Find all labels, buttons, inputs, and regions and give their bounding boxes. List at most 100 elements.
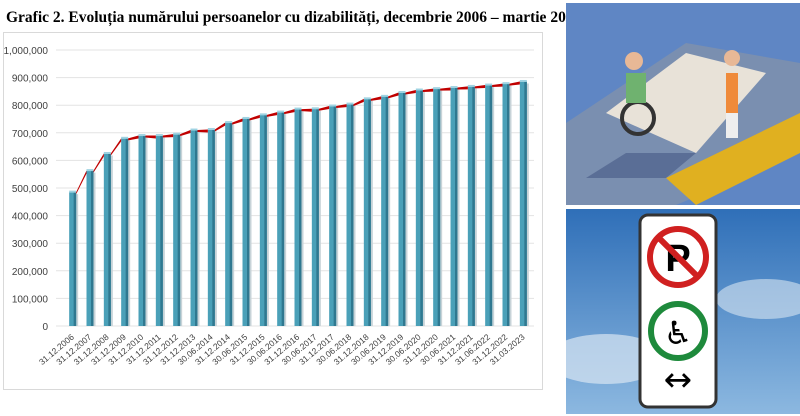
parking-sign-photo: P ♿ ↔ — [566, 209, 800, 414]
trend-segment — [353, 98, 364, 107]
bar-side — [385, 96, 389, 326]
bar-side — [299, 109, 302, 327]
trend-segment — [214, 122, 226, 132]
bar-side — [333, 106, 337, 326]
bar — [502, 83, 510, 326]
bar-top — [103, 152, 111, 154]
bar-side — [143, 135, 146, 326]
bar — [277, 112, 285, 326]
trend-segment — [284, 109, 295, 115]
bar — [190, 130, 198, 326]
bar-top — [502, 82, 510, 85]
bar — [225, 122, 233, 326]
trend-segment — [93, 153, 104, 173]
trend-segment — [162, 134, 174, 138]
trend-segment — [509, 81, 520, 86]
bar-side — [368, 98, 371, 327]
bar-top — [467, 84, 475, 87]
bar-top — [259, 113, 267, 116]
bar — [294, 109, 302, 327]
bar-side — [125, 138, 129, 326]
bar — [381, 96, 389, 326]
bar-top — [381, 94, 389, 97]
trend-segment — [388, 92, 399, 99]
y-tick-label: 0 — [42, 322, 48, 333]
bar — [415, 90, 423, 326]
bar-top — [190, 128, 198, 131]
trend-segment — [76, 170, 87, 195]
bar-top — [415, 88, 423, 91]
bar-side — [108, 153, 111, 326]
bar — [259, 114, 267, 326]
bar-top — [207, 127, 215, 130]
bar-side — [472, 86, 475, 326]
bar-top — [398, 91, 406, 94]
trend-segment — [474, 85, 486, 89]
trend-segment — [440, 87, 451, 91]
bar-side — [316, 108, 319, 327]
chart-area: 0 100,000 200,000 300,000 400,000 500,000 600,… — [3, 32, 543, 390]
bar — [398, 92, 406, 326]
trend-segment — [405, 90, 416, 95]
bar-side — [264, 114, 267, 326]
bar — [173, 134, 181, 326]
bar-top — [138, 134, 146, 137]
bar-top — [173, 132, 181, 135]
bar-side — [177, 134, 181, 326]
bar-top — [69, 190, 77, 193]
bar — [311, 108, 319, 327]
bar-top — [86, 169, 94, 172]
trend-segment — [145, 135, 156, 139]
bar-top — [519, 79, 527, 82]
bar — [485, 85, 493, 326]
bar — [103, 153, 111, 326]
bar-side — [229, 122, 233, 326]
bar — [86, 170, 94, 326]
bar-top — [294, 107, 302, 110]
bar — [69, 192, 77, 326]
y-tick-label: 1,000,000 — [4, 46, 48, 57]
bar-top — [433, 87, 441, 90]
y-tick-label: 500,000 — [12, 184, 49, 195]
accessibility-ramp-illustration — [566, 3, 800, 205]
bar-top — [329, 104, 337, 107]
bar-side — [489, 85, 493, 326]
trend-segment — [336, 104, 347, 109]
bar-top — [485, 83, 493, 86]
bar — [138, 135, 146, 326]
bar-side — [212, 129, 215, 326]
svg-text:♿: ♿ — [664, 314, 693, 352]
bar — [155, 135, 163, 326]
bar-chart: 0 100,000 200,000 300,000 400,000 500,000 600,… — [4, 46, 534, 367]
bar-top — [450, 86, 458, 89]
bar-side — [91, 170, 94, 326]
bar-side — [247, 118, 250, 326]
trend-segment — [180, 130, 191, 137]
trend-segment — [249, 114, 260, 121]
bar — [433, 88, 441, 326]
bar-top — [225, 121, 233, 124]
y-tick-label: 700,000 — [12, 129, 49, 140]
bar-top — [155, 134, 163, 137]
trend-segment — [197, 129, 208, 133]
bar-side — [195, 130, 198, 326]
bar — [363, 98, 371, 327]
bar-top — [346, 102, 354, 105]
y-tick-label: 100,000 — [12, 294, 49, 305]
bar — [467, 86, 475, 326]
chart-title: Grafic 2. Evoluția numărului persoanelor… — [6, 9, 582, 26]
bar-side — [437, 88, 441, 326]
bar-top — [277, 110, 285, 113]
svg-text:↔: ↔ — [664, 360, 693, 400]
bar — [450, 87, 458, 326]
bar-top — [363, 97, 371, 100]
trend-segment — [422, 88, 434, 93]
trend-segment — [232, 118, 243, 125]
bar — [207, 129, 215, 326]
bar-side — [351, 104, 354, 326]
bar-side — [73, 192, 77, 326]
trend-segment — [318, 106, 330, 111]
trend-segment — [457, 86, 468, 90]
bar — [242, 118, 250, 326]
y-tick-label: 900,000 — [12, 74, 49, 85]
